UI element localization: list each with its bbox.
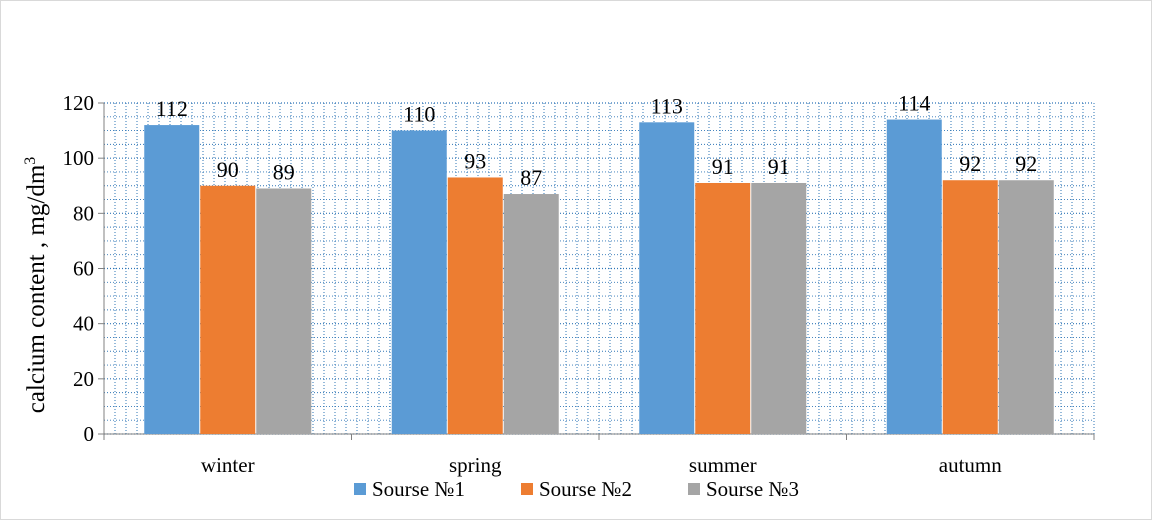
- bar: [998, 180, 1054, 434]
- bars: [144, 119, 1054, 435]
- x-tick-label: autumn: [939, 453, 1002, 477]
- bar-value-label: 91: [712, 154, 734, 179]
- bar-value-label: 92: [1015, 151, 1037, 176]
- y-tick-label: 100: [63, 146, 95, 170]
- bar: [695, 182, 751, 434]
- bar: [391, 130, 447, 435]
- bar-value-label: 113: [651, 93, 683, 118]
- y-axis-label-text: calcium content , mg/dm: [23, 164, 50, 413]
- y-axis-label: calcium content , mg/dm3: [22, 157, 50, 414]
- bar: [639, 122, 695, 434]
- legend-label: Sourse №2: [539, 477, 632, 501]
- y-tick-label: 20: [73, 367, 94, 391]
- bar: [942, 180, 998, 434]
- x-tick-label: summer: [689, 453, 757, 477]
- x-tick-label: winter: [201, 453, 255, 477]
- bar-value-label: 91: [768, 154, 790, 179]
- bar-value-label: 92: [959, 151, 981, 176]
- legend-label: Sourse №3: [706, 477, 799, 501]
- bar: [256, 188, 312, 434]
- legend-swatch: [688, 483, 700, 495]
- bar-value-label: 110: [403, 102, 435, 127]
- y-tick-label: 80: [73, 201, 94, 225]
- bar: [447, 177, 503, 434]
- y-tick-label: 40: [73, 312, 94, 336]
- bar: [751, 182, 807, 434]
- y-tick-label: 60: [73, 257, 94, 281]
- legend: Sourse №1 Sourse №2 Sourse №3: [354, 477, 799, 501]
- bar-value-label: 90: [217, 157, 239, 182]
- bar: [200, 185, 256, 434]
- legend-label: Sourse №1: [372, 477, 465, 501]
- category-labels: winter spring summer autumn: [201, 453, 1002, 477]
- y-tick-label: 0: [84, 422, 95, 446]
- legend-swatch: [521, 483, 533, 495]
- x-tick-label: spring: [449, 453, 502, 477]
- y-axis-label-superscript: 3: [22, 157, 39, 165]
- bar-value-label: 112: [156, 96, 188, 121]
- tick-labels: 0 20 40 60 80 100 120: [63, 91, 95, 446]
- bar: [886, 119, 942, 435]
- bar-value-label: 93: [464, 148, 486, 173]
- bar: [503, 194, 559, 434]
- bar-value-label: 89: [273, 160, 295, 185]
- bar-value-label: 87: [520, 165, 542, 190]
- y-tick-label: 120: [63, 91, 95, 115]
- legend-swatch: [354, 483, 366, 495]
- bar: [144, 125, 200, 435]
- data-labels: 112 90 89 110 93 87 113 91 91 114 92 92: [156, 91, 1038, 190]
- bar-value-label: 114: [898, 91, 930, 116]
